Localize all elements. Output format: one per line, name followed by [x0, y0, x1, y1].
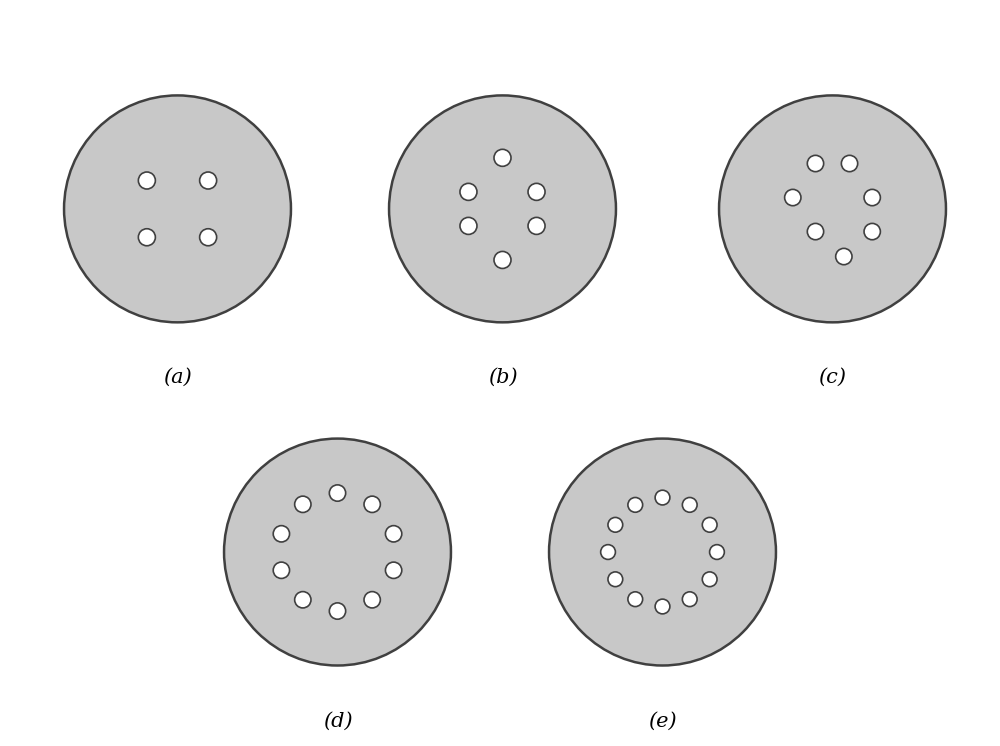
Circle shape: [200, 229, 217, 245]
Circle shape: [138, 229, 155, 245]
Text: (e): (e): [648, 712, 677, 730]
Circle shape: [710, 545, 724, 560]
Circle shape: [273, 526, 290, 542]
Circle shape: [628, 592, 643, 606]
Circle shape: [682, 592, 697, 606]
Circle shape: [608, 572, 623, 586]
Circle shape: [329, 485, 346, 501]
Circle shape: [200, 172, 217, 189]
Circle shape: [655, 599, 670, 614]
Circle shape: [385, 526, 402, 542]
Circle shape: [364, 496, 380, 513]
Circle shape: [702, 572, 717, 586]
Circle shape: [528, 184, 545, 201]
Circle shape: [528, 217, 545, 234]
Circle shape: [494, 251, 511, 269]
Circle shape: [702, 518, 717, 532]
Circle shape: [628, 498, 643, 513]
Text: (c): (c): [818, 369, 846, 387]
Circle shape: [273, 562, 290, 578]
Circle shape: [460, 184, 477, 201]
Circle shape: [785, 189, 801, 206]
Circle shape: [601, 545, 615, 560]
Text: (b): (b): [488, 369, 517, 387]
Circle shape: [841, 155, 858, 172]
Circle shape: [494, 149, 511, 166]
Circle shape: [836, 248, 852, 265]
Circle shape: [329, 603, 346, 619]
Circle shape: [719, 95, 946, 322]
Circle shape: [389, 95, 616, 322]
Circle shape: [807, 155, 824, 172]
Circle shape: [682, 498, 697, 513]
Circle shape: [655, 490, 670, 505]
Circle shape: [295, 592, 311, 608]
Text: (d): (d): [323, 712, 352, 730]
Circle shape: [364, 592, 380, 608]
Circle shape: [460, 217, 477, 234]
Circle shape: [864, 189, 880, 206]
Circle shape: [608, 518, 623, 532]
Circle shape: [807, 223, 824, 239]
Circle shape: [224, 439, 451, 665]
Circle shape: [138, 172, 155, 189]
Circle shape: [385, 562, 402, 578]
Circle shape: [295, 496, 311, 513]
Circle shape: [549, 439, 776, 665]
Text: (a): (a): [163, 369, 192, 387]
Circle shape: [864, 223, 880, 239]
Circle shape: [64, 95, 291, 322]
